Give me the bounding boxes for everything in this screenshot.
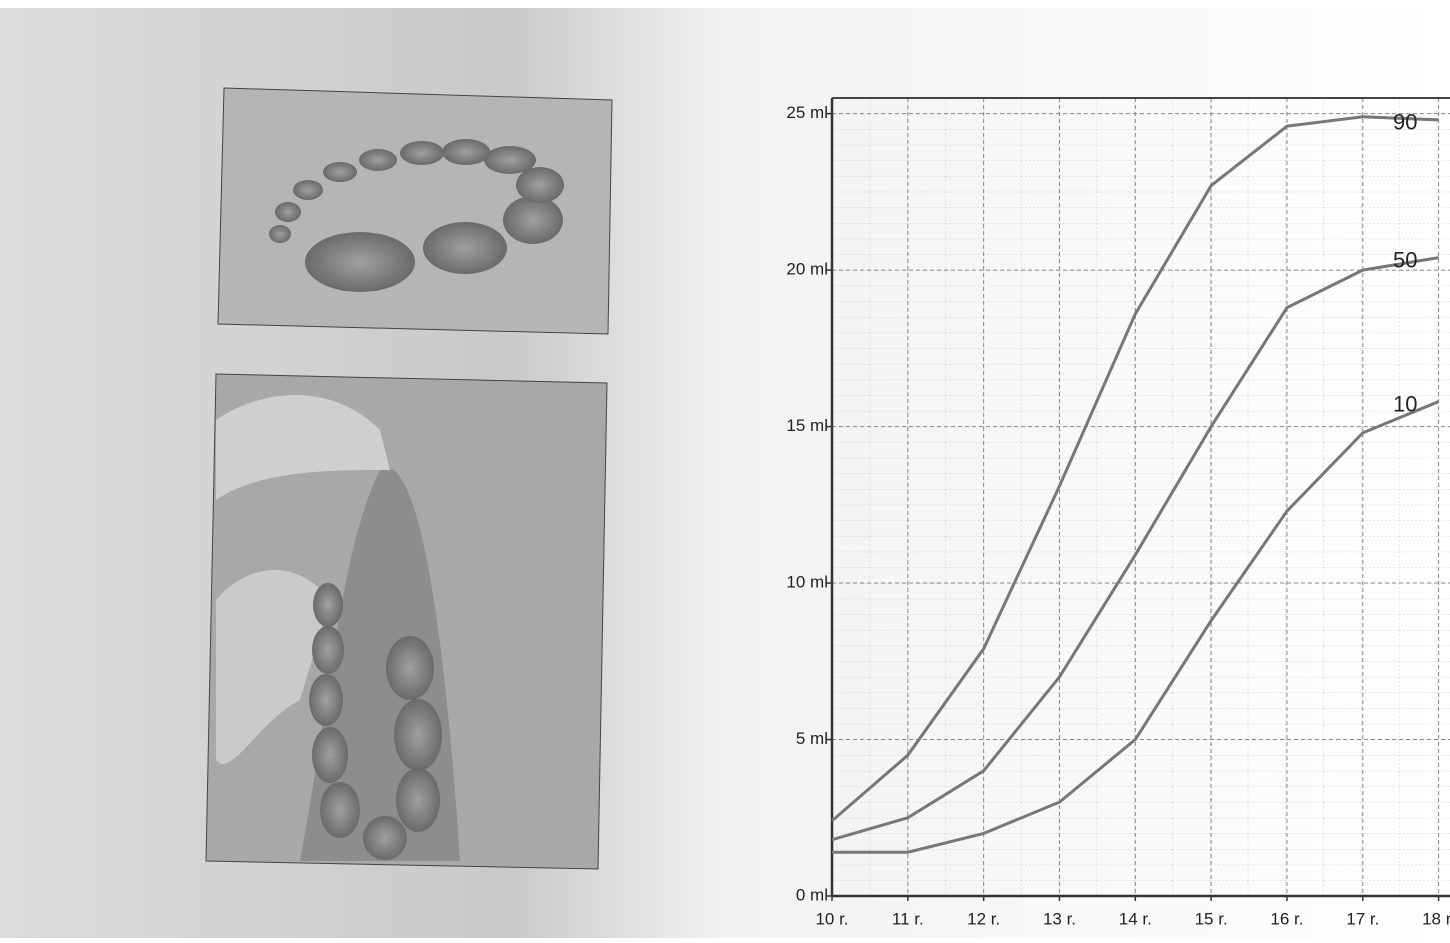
plot: 0 ml 5 ml 10 ml 15 ml 20 ml 25 ml 10 r. 11 r. 12… (786, 97, 1450, 928)
y-tick-label: 5 ml (796, 729, 828, 748)
x-tick-label: 13 r. (1043, 909, 1076, 928)
x-tick-label: 16 r. (1270, 909, 1303, 928)
scan-edge (0, 0, 1450, 8)
x-tick-label: 10 r. (815, 909, 848, 928)
series-label: 50 (1393, 247, 1417, 272)
y-tick-label: 0 ml (796, 885, 828, 904)
y-tick-label: 25 ml (786, 103, 828, 122)
series-line (832, 400, 1440, 854)
x-tick-label: 12 r. (967, 909, 1000, 928)
photo-hand (205, 373, 608, 870)
x-tick-label: 15 r. (1195, 909, 1228, 928)
series-label: 90 (1393, 110, 1417, 135)
x-tick-label: 17 r. (1346, 909, 1379, 928)
y-tick-label: 20 ml (786, 260, 828, 279)
series-line (831, 256, 1439, 842)
series-label: 10 (1393, 391, 1417, 416)
x-tick-label: 18 r. (1422, 909, 1450, 928)
photo-beads (217, 87, 613, 335)
series-line (831, 115, 1439, 823)
x-tick-label: 11 r. (892, 909, 924, 928)
y-tick-label: 10 ml (786, 573, 828, 592)
y-tick-label: 15 ml (786, 416, 828, 435)
x-tick-label: 14 r. (1119, 909, 1152, 928)
minor-grid (832, 98, 1450, 896)
